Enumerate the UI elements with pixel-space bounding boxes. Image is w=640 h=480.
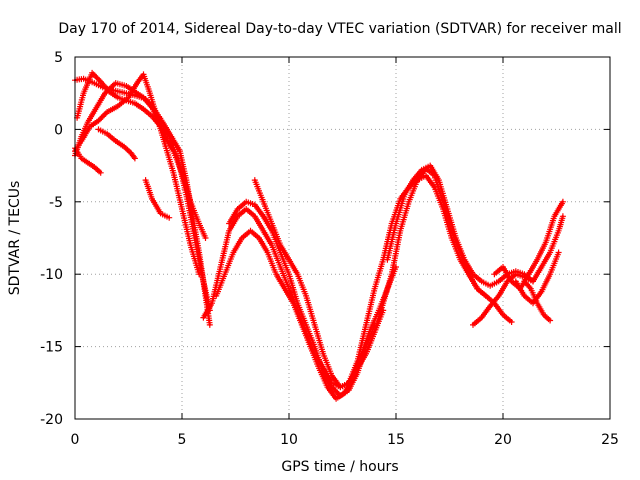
chart-title: Day 170 of 2014, Sidereal Day-to-day VTE… — [58, 21, 621, 37]
series-markers — [213, 227, 399, 402]
y-tick-label: -10 — [40, 267, 63, 283]
x-tick-label: 5 — [178, 432, 187, 448]
series-arc-10 — [226, 198, 378, 399]
series-markers — [226, 198, 378, 399]
y-tick-label: 0 — [54, 122, 63, 138]
plot-frame — [74, 56, 611, 420]
series-markers — [95, 126, 138, 162]
series-arc-5 — [72, 145, 104, 176]
series-markers — [521, 278, 554, 324]
series-markers — [470, 213, 566, 328]
x-axis-label: GPS time / hours — [281, 459, 398, 475]
series-arc-9 — [213, 227, 399, 402]
x-tick-label: 25 — [601, 432, 619, 448]
series-markers — [512, 249, 562, 307]
series-arc-17 — [521, 278, 554, 324]
series-arc-13 — [384, 162, 536, 289]
x-tick-label: 15 — [387, 432, 405, 448]
series-markers — [251, 172, 489, 391]
series-markers — [384, 162, 536, 289]
y-tick-label: -20 — [40, 412, 63, 428]
series-arc-6 — [95, 126, 138, 162]
series-arc-4 — [72, 71, 209, 241]
ticks-layer: 0 5 10 15 20 25 5 0 -5 -10 -15 -20 — [40, 50, 619, 448]
series-markers — [142, 177, 173, 221]
y-axis-label: SDTVAR / TECUs — [7, 181, 23, 296]
x-tick-label: 20 — [494, 432, 512, 448]
x-tick-label: 10 — [280, 432, 298, 448]
series-markers — [72, 145, 104, 176]
x-tick-label: 0 — [71, 432, 80, 448]
y-tick-label: -15 — [40, 340, 63, 356]
y-tick-label: -5 — [49, 195, 63, 211]
series-arc-14 — [470, 213, 566, 328]
y-tick-label: 5 — [54, 50, 63, 66]
series-arc-7 — [142, 177, 173, 221]
series-layer — [72, 69, 566, 402]
